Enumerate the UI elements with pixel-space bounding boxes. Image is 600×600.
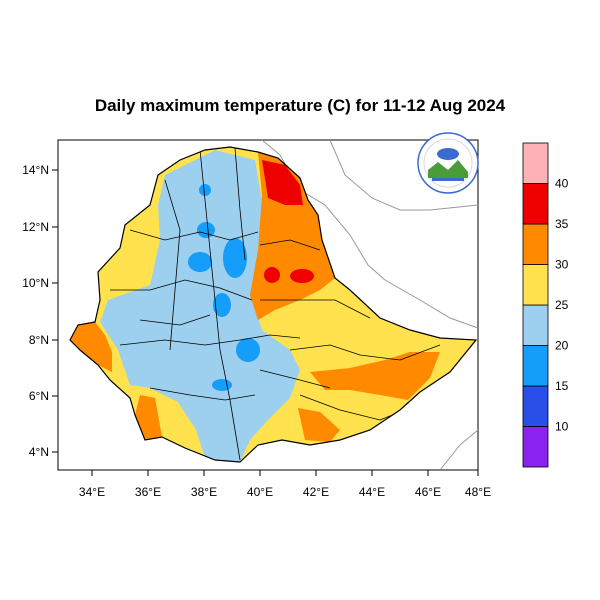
y-tick-label: 8°N [29, 333, 49, 347]
colorbar-swatch [522, 345, 549, 387]
y-tick-label: 12°N [22, 220, 49, 234]
colorbar-swatch [522, 385, 549, 427]
colorbar-label: 30 [555, 258, 569, 272]
colorbar-label: 35 [555, 217, 569, 231]
colorbar-swatch [522, 264, 549, 306]
y-tick-label: 14°N [22, 163, 49, 177]
meteorology-agency-logo-icon [417, 132, 479, 194]
colorbar-swatch [522, 304, 549, 346]
colorbar-swatch [522, 183, 549, 225]
colorbar-label: 20 [555, 339, 569, 353]
colorbar-label: 10 [555, 420, 569, 434]
colorbar-label: 25 [555, 298, 569, 312]
admin-boundaries [110, 147, 441, 461]
colorbar-swatch [522, 142, 549, 184]
x-tick-label: 34°E [79, 485, 105, 499]
y-tick-label: 4°N [29, 445, 49, 459]
colorbar: 10 15 20 25 30 35 40 [522, 142, 569, 468]
colorbar-swatch [522, 223, 549, 265]
x-tick-label: 46°E [415, 485, 441, 499]
x-tick-label: 36°E [135, 485, 161, 499]
x-tick-label: 44°E [359, 485, 385, 499]
axis-labels: 34°E 36°E 38°E 40°E 42°E 44°E 46°E 48°E 14°N 12°N… [22, 163, 491, 499]
map-title: Daily maximum temperature (C) for 11-12 … [94, 96, 506, 115]
colorbar-label: 15 [555, 379, 569, 393]
x-tick-label: 38°E [191, 485, 217, 499]
colorbar-label: 40 [555, 177, 569, 191]
colorbar-swatch [522, 426, 549, 468]
x-tick-label: 42°E [303, 485, 329, 499]
x-tick-label: 48°E [465, 485, 491, 499]
country-border [69, 146, 478, 463]
y-tick-label: 6°N [29, 389, 49, 403]
x-tick-label: 40°E [247, 485, 273, 499]
axis-ticks [52, 169, 479, 476]
y-tick-label: 10°N [22, 276, 49, 290]
